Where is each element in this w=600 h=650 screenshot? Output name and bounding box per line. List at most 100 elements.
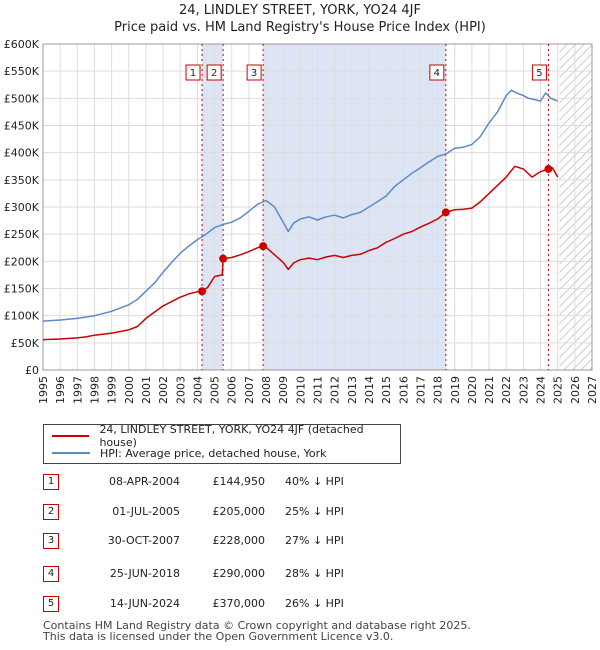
sale-number-badge: 1 — [43, 474, 59, 490]
sale-label-number: 1 — [190, 68, 196, 79]
sale-number-badge: 3 — [43, 533, 59, 549]
sale-date: 08-APR-2004 — [108, 475, 180, 488]
sale-label-box — [246, 64, 262, 81]
sale-hpi-diff: 28% ↓ HPI — [285, 567, 344, 580]
sale-label-number: 5 — [536, 68, 542, 79]
y-tick-label: £500K — [4, 92, 40, 105]
legend-item-hpi: HPI: Average price, detached house, York — [52, 446, 327, 460]
x-tick-label: 1998 — [88, 376, 101, 404]
footer: Contains HM Land Registry data © Crown c… — [43, 620, 471, 642]
legend: 24, LINDLEY STREET, YORK, YO24 4JF (deta… — [43, 423, 401, 464]
x-tick-label: 2010 — [294, 376, 307, 404]
x-tick-label: 2024 — [535, 376, 548, 404]
x-tick-label: 2022 — [500, 376, 513, 404]
sale-date: 14-JUN-2024 — [109, 597, 180, 610]
x-tick-label: 2006 — [226, 376, 239, 404]
x-tick-label: 1997 — [71, 376, 84, 404]
y-tick-label: £250K — [4, 228, 40, 241]
footer-licence: This data is licensed under the Open Gov… — [43, 630, 394, 643]
x-tick-label: 2014 — [363, 376, 376, 404]
x-tick-label: 2011 — [312, 376, 325, 404]
sale-label-number: 4 — [434, 68, 440, 79]
x-tick-label: 1999 — [106, 376, 119, 404]
x-tick-label: 2007 — [243, 376, 256, 404]
sale-date: 01-JUL-2005 — [112, 505, 180, 518]
y-tick-label: £150K — [4, 283, 40, 296]
sale-label-number: 2 — [211, 68, 217, 79]
sale-point — [544, 164, 553, 173]
sale-price: £370,000 — [212, 597, 266, 610]
y-tick-label: £350K — [4, 174, 40, 187]
x-tick-label: 2003 — [174, 376, 187, 404]
y-tick-label: £0 — [25, 364, 39, 377]
x-tick-label: 2008 — [260, 376, 273, 404]
x-tick-label: 2005 — [209, 376, 222, 404]
x-tick-label: 2018 — [432, 376, 445, 404]
sale-row: 5 14-JUN-2024 £370,000 26% ↓ HPI — [0, 596, 600, 616]
x-tick-label: 2019 — [449, 376, 462, 404]
x-tick-label: 2013 — [346, 376, 359, 404]
x-tick-label: 2026 — [569, 376, 582, 404]
sale-row: 1 08-APR-2004 £144,950 40% ↓ HPI — [0, 474, 600, 494]
sale-point — [259, 242, 268, 251]
x-tick-label: 2025 — [552, 376, 565, 404]
y-tick-label: £550K — [4, 65, 40, 78]
hpi-line — [42, 89, 558, 322]
x-tick-label: 2017 — [414, 376, 427, 404]
footer-copyright: Contains HM Land Registry data © Crown c… — [43, 619, 471, 632]
y-tick-label: £400K — [4, 147, 40, 160]
chart-title-line-1: 24, LINDLEY STREET, YORK, YO24 4JF — [178, 3, 421, 18]
x-tick-label: 1996 — [54, 376, 67, 404]
chart-title-line-2: Price paid vs. HM Land Registry's House … — [114, 20, 486, 35]
x-tick-label: 2004 — [191, 376, 204, 404]
x-tick-label: 2001 — [140, 376, 153, 404]
y-tick-label: £200K — [4, 255, 40, 268]
sale-hpi-diff: 25% ↓ HPI — [285, 505, 344, 518]
legend-swatch-property — [52, 435, 90, 437]
plot-frame — [42, 43, 593, 371]
sale-number-badge: 4 — [43, 566, 59, 582]
sale-row: 2 01-JUL-2005 £205,000 25% ↓ HPI — [0, 504, 600, 524]
sale-label-box — [206, 64, 222, 81]
legend-item-property: 24, LINDLEY STREET, YORK, YO24 4JF (deta… — [52, 423, 400, 449]
sale-date: 25-JUN-2018 — [109, 567, 180, 580]
x-tick-label: 2023 — [517, 376, 530, 404]
sale-price: £205,000 — [212, 505, 266, 518]
sale-price: £144,950 — [212, 475, 266, 488]
sale-label-box — [185, 64, 201, 81]
sale-point — [441, 208, 450, 217]
sale-label-box — [531, 64, 547, 81]
sale-row: 3 30-OCT-2007 £228,000 27% ↓ HPI — [0, 533, 600, 553]
sale-hpi-diff: 27% ↓ HPI — [285, 534, 344, 547]
sale-label-box — [429, 64, 445, 81]
sale-price: £228,000 — [212, 534, 266, 547]
x-tick-label: 1995 — [37, 376, 50, 404]
y-tick-label: £450K — [4, 120, 40, 133]
legend-swatch-hpi — [52, 452, 90, 454]
x-tick-label: 2027 — [586, 376, 599, 404]
chart-title: 24, LINDLEY STREET, YORK, YO24 4JF Price… — [0, 2, 600, 36]
legend-label-hpi: HPI: Average price, detached house, York — [100, 446, 327, 460]
x-tick-label: 2000 — [123, 376, 136, 404]
sale-date: 30-OCT-2007 — [107, 534, 180, 547]
sale-point — [198, 287, 207, 296]
x-tick-label: 2012 — [329, 376, 342, 404]
legend-label-property: 24, LINDLEY STREET, YORK, YO24 4JF (deta… — [99, 423, 364, 449]
x-tick-label: 2016 — [397, 376, 410, 404]
sale-row: 4 25-JUN-2018 £290,000 28% ↓ HPI — [0, 566, 600, 586]
sale-hpi-diff: 26% ↓ HPI — [285, 597, 344, 610]
x-tick-label: 2009 — [277, 376, 290, 404]
y-tick-label: £300K — [4, 201, 40, 214]
y-tick-label: £600K — [4, 38, 40, 51]
y-tick-label: £100K — [4, 310, 40, 323]
x-tick-label: 2021 — [483, 376, 496, 404]
sale-point — [219, 254, 228, 263]
x-tick-label: 2020 — [466, 376, 479, 404]
sale-number-badge: 5 — [43, 596, 59, 612]
y-tick-label: £50K — [11, 337, 40, 350]
price-chart: £0 £50K £100K £150K £200K £250K £300K £350K £400… — [4, 38, 599, 404]
x-tick-label: 2002 — [157, 376, 170, 404]
sale-label-number: 3 — [251, 68, 257, 79]
sale-price: £290,000 — [212, 567, 266, 580]
property-price-line — [42, 165, 559, 341]
